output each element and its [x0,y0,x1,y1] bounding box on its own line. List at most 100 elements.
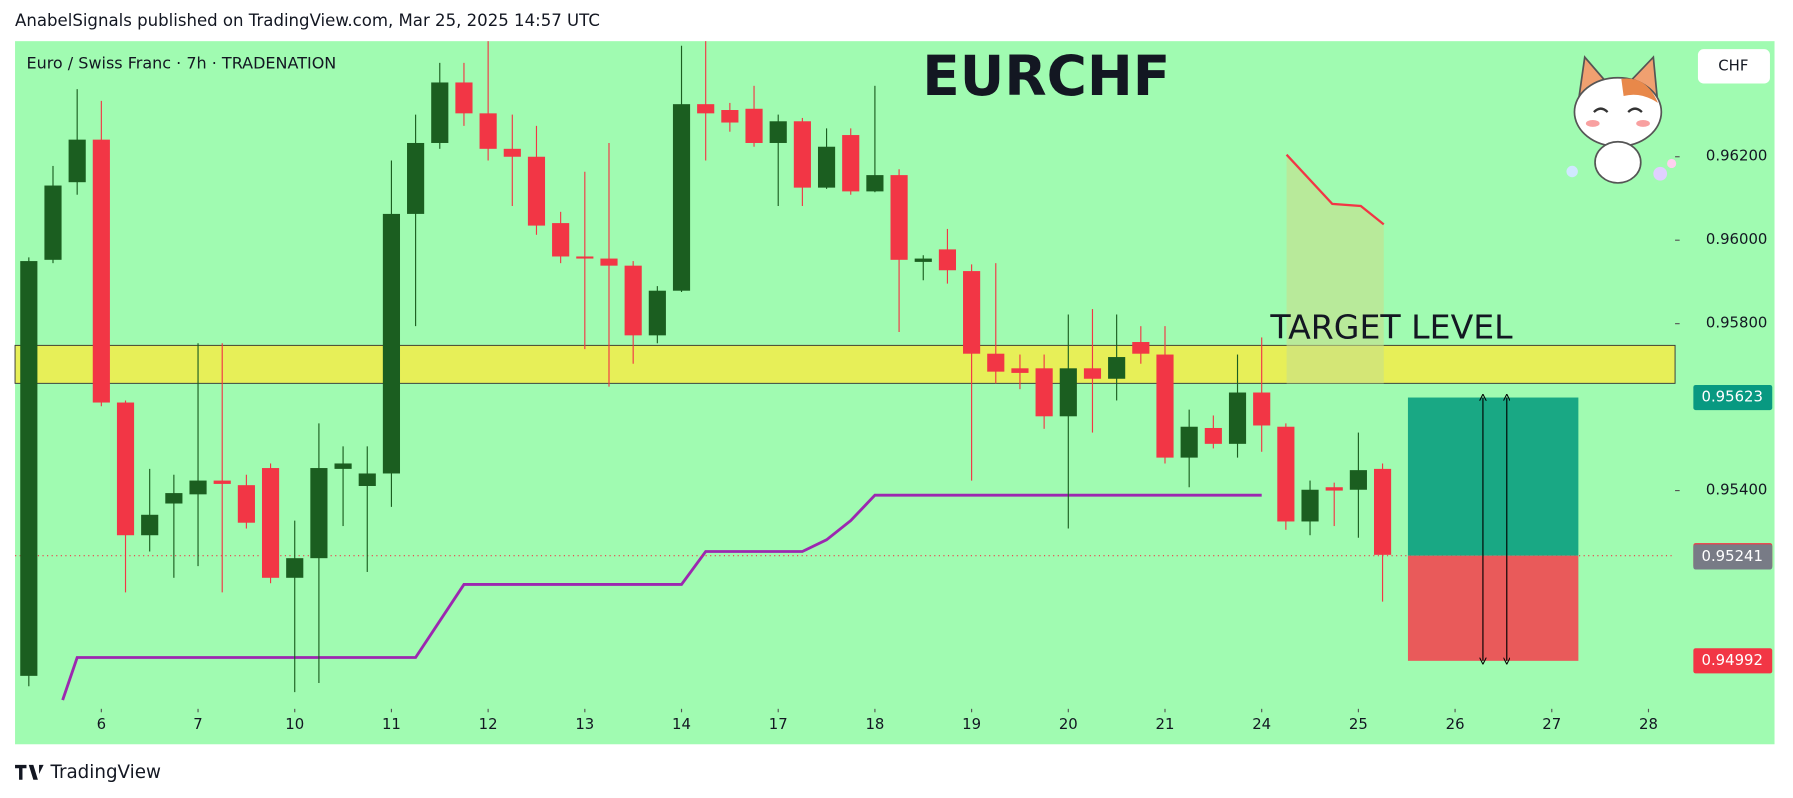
candle-body [310,468,328,559]
y-tick-label: 0.95800 [1706,314,1767,332]
y-tick-label: 0.96000 [1706,230,1767,248]
candle-body [213,480,231,484]
candle-body [92,139,110,403]
candle-body [479,113,497,149]
candle-body [600,258,618,266]
y-tick-label: 0.95400 [1706,481,1767,499]
candle-body [697,104,715,114]
price-label: 0.95241 [1702,547,1763,565]
candle-body [1035,368,1053,417]
candle-body [44,185,62,260]
candle-body [721,110,739,123]
candle-body [648,290,666,336]
x-tick-label: 6 [97,715,106,733]
currency[interactable]: CHF [1718,56,1748,74]
price-label: 0.94992 [1702,651,1763,669]
y-tick-label: 0.96200 [1706,147,1767,165]
candle-body [1253,392,1271,426]
candle-body [1349,470,1367,490]
chart-title: EURCHF [922,44,1170,108]
candle-body [1083,368,1102,379]
candle-body [866,175,884,192]
cat-sticker [1566,55,1677,184]
x-tick-label: 14 [672,715,691,733]
candle-body [261,468,280,578]
candle-body [1301,489,1319,522]
x-tick-label: 24 [1252,715,1271,733]
x-tick-label: 7 [193,715,202,733]
x-tick-label: 12 [479,715,498,733]
x-tick-label: 21 [1156,715,1175,733]
x-tick-label: 19 [962,715,981,733]
candle-body [987,353,1005,372]
annotation: TARGET LEVEL [1269,308,1513,347]
x-tick-label: 13 [575,715,594,733]
x-tick-label: 17 [769,715,788,733]
candle-body [20,261,38,676]
projection-area [1286,154,1384,384]
projection-line [1285,153,1385,226]
candle-body [552,223,570,257]
candle-body [817,146,836,188]
position-target [1407,397,1579,556]
currency-box[interactable] [1697,49,1770,84]
candle-body [1228,392,1247,444]
candle-body [1373,468,1392,555]
candle-body [672,104,691,291]
candle-body [116,402,135,536]
x-tick-label: 18 [865,715,884,733]
price-label-box [1693,384,1773,411]
candle-body [1059,368,1077,417]
candle-body [382,213,401,474]
candle-body [914,258,932,262]
candle-body [407,142,425,214]
candle-body [237,485,255,523]
footer: TradingView [15,762,161,783]
x-tick-label: 27 [1542,715,1561,733]
candle-body [1204,427,1222,444]
candle-body [165,493,183,504]
candle-body [334,463,352,469]
x-tick-label: 28 [1639,715,1658,733]
footer-brand: TradingView [49,762,161,783]
footer-logo [15,764,44,780]
candle-body [1277,426,1295,522]
candle-body [1180,426,1198,458]
candle-body [769,121,787,143]
candle-body [527,156,546,226]
candle-body [793,121,811,188]
candle-body [1132,342,1150,354]
price-label: 0.95623 [1702,388,1763,406]
candle-body [286,558,304,578]
target-zone [14,344,1676,384]
position-stop [1407,555,1579,661]
x-tick-label: 11 [382,715,401,733]
candle-body [68,139,86,183]
x-tick-label: 26 [1446,715,1465,733]
x-tick-label: 10 [285,715,304,733]
candle-body [890,175,908,260]
x-tick-label: 20 [1059,715,1078,733]
candle-body [938,249,957,271]
candle-body [1325,487,1343,491]
candle-body [624,265,642,336]
candle-body [503,148,521,157]
price-label-box [1693,648,1773,674]
header-title: AnabelSignals published on TradingView.c… [15,11,600,30]
legend-title: Euro / Swiss Franc · 7h · TRADENATION [26,54,336,73]
candle-body [1156,354,1174,458]
candle-body [455,82,473,114]
price-label-box [1693,544,1773,570]
plot: 0.96200 0.96000 0.95800 0.95400 6 7 10 11 12 13 14… [14,41,1773,733]
candle-body [745,108,763,143]
candle-body [842,135,860,192]
x-tick-label: 25 [1349,715,1368,733]
stop-line [61,493,1262,701]
candle-body [189,480,207,495]
candle-body [1108,357,1126,379]
candle-body [576,256,594,259]
candle-body [141,514,159,536]
candle-body [963,271,981,354]
